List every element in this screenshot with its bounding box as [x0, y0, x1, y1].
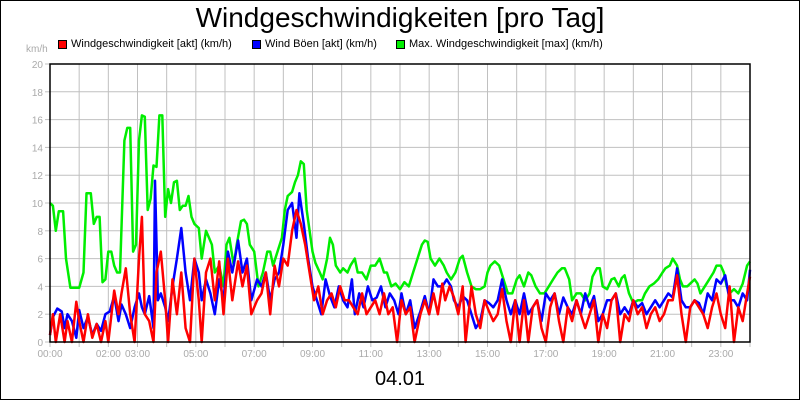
- x-tick-label: 19:00: [592, 349, 617, 360]
- y-tick-label: 14: [32, 143, 44, 154]
- y-tick-label: 8: [37, 227, 43, 238]
- x-tick-label: 17:00: [533, 349, 558, 360]
- x-tick-label: 05:00: [183, 349, 208, 360]
- legend-swatch-red: [58, 39, 67, 49]
- y-axis-unit: km/h: [26, 44, 48, 55]
- x-tick-label: 02:00: [96, 349, 121, 360]
- x-tick-label: 21:00: [650, 349, 675, 360]
- x-tick-label: 11:00: [359, 349, 384, 360]
- x-tick-label: 00:00: [37, 349, 62, 360]
- x-axis-date-label: 04.01: [374, 368, 426, 390]
- series-line-0: [48, 208, 752, 344]
- x-tick-label: 09:00: [300, 349, 325, 360]
- legend-swatch-blue: [252, 39, 261, 49]
- y-tick-label: 16: [32, 116, 44, 127]
- legend-item-wind-speed: Windgeschwindigkeit [akt] (km/h): [58, 38, 232, 50]
- legend-label: Max. Windgeschwindigkeit [max] (km/h): [409, 38, 603, 50]
- x-tick-label: 13:00: [417, 349, 442, 360]
- y-tick-label: 10: [32, 199, 44, 210]
- legend-item-gusts: Wind Böen [akt] (km/h): [252, 38, 377, 50]
- legend-label: Windgeschwindigkeit [akt] (km/h): [71, 38, 232, 50]
- x-tick-label: 07:00: [242, 349, 267, 360]
- y-tick-label: 12: [32, 171, 44, 182]
- legend-label: Wind Böen [akt] (km/h): [265, 38, 377, 50]
- x-tick-label: 15:00: [475, 349, 500, 360]
- plot-border: [49, 63, 751, 343]
- chart-title: Windgeschwindigkeiten [pro Tag]: [195, 2, 605, 33]
- x-tick-label: 23:00: [708, 349, 733, 360]
- legend-item-max-speed: Max. Windgeschwindigkeit [max] (km/h): [396, 38, 603, 50]
- y-tick-label: 20: [32, 60, 44, 71]
- y-tick-label: 4: [37, 282, 43, 293]
- y-tick-label: 2: [37, 310, 43, 321]
- y-tick-label: 18: [32, 88, 44, 99]
- y-tick-label: 0: [37, 338, 43, 349]
- x-tick-label: 03:00: [125, 349, 150, 360]
- series-line-2: [49, 114, 752, 305]
- y-tick-label: 6: [37, 255, 43, 266]
- legend-swatch-green: [396, 39, 405, 49]
